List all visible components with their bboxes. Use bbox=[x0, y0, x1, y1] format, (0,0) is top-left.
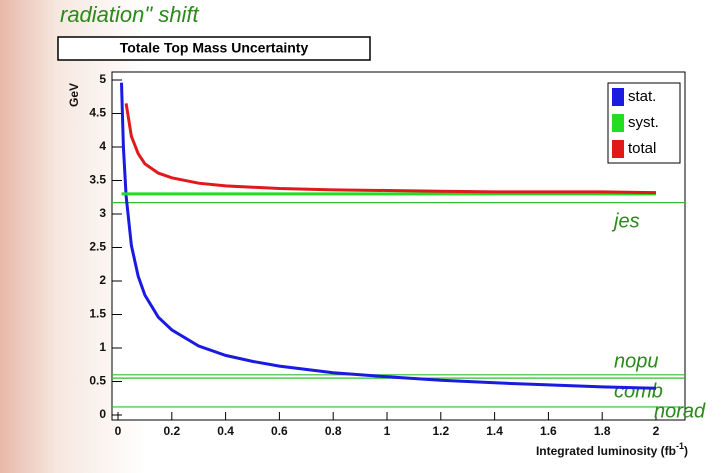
y-tick-label: 3.5 bbox=[89, 173, 106, 187]
legend-swatch bbox=[612, 88, 624, 106]
y-tick-label: 2 bbox=[99, 273, 106, 287]
slide-header: radiation" shift bbox=[60, 2, 200, 27]
x-tick-label: 2 bbox=[653, 424, 660, 438]
y-tick-label: 1 bbox=[99, 340, 106, 354]
x-tick-label: 0.6 bbox=[271, 424, 288, 438]
x-axis-label-main: Integrated luminosity (fb bbox=[536, 444, 676, 458]
x-tick-label: 1.2 bbox=[432, 424, 449, 438]
y-tick-label: 4 bbox=[99, 139, 106, 153]
y-tick-label: 0.5 bbox=[89, 374, 106, 388]
chart-title: Totale Top Mass Uncertainty bbox=[120, 40, 309, 56]
legend-label: syst. bbox=[628, 114, 659, 131]
x-axis-label: Integrated luminosity (fb-1) bbox=[536, 441, 688, 458]
legend-swatch bbox=[612, 114, 624, 132]
y-axis-label: GeV bbox=[67, 83, 81, 107]
x-axis-label-end: ) bbox=[684, 444, 688, 458]
plot-frame bbox=[111, 71, 686, 421]
x-tick-label: 0.2 bbox=[163, 424, 180, 438]
x-tick-label: 0.8 bbox=[325, 424, 342, 438]
legend-swatch bbox=[612, 140, 624, 158]
reference-label: norad bbox=[654, 400, 706, 422]
x-tick-label: 1 bbox=[384, 424, 391, 438]
reference-label: comb bbox=[614, 380, 663, 402]
y-tick-label: 4.5 bbox=[89, 106, 106, 120]
x-tick-label: 0.4 bbox=[217, 424, 234, 438]
y-tick-label: 3 bbox=[99, 206, 106, 220]
x-tick-label: 1.4 bbox=[486, 424, 503, 438]
y-tick-label: 5 bbox=[99, 72, 106, 86]
y-tick-label: 1.5 bbox=[89, 307, 106, 321]
x-tick-label: 1.8 bbox=[594, 424, 611, 438]
reference-label: nopu bbox=[614, 350, 659, 372]
legend-label: stat. bbox=[628, 88, 656, 105]
series-line bbox=[120, 82, 657, 390]
series-line bbox=[124, 103, 657, 195]
x-tick-label: 0 bbox=[115, 424, 122, 438]
x-axis-label-exp: -1 bbox=[676, 441, 684, 451]
reference-label: jes bbox=[611, 210, 640, 232]
legend-label: total bbox=[628, 140, 656, 157]
title-box bbox=[57, 36, 371, 61]
x-tick-label: 1.6 bbox=[540, 424, 557, 438]
y-tick-label: 2.5 bbox=[89, 240, 106, 254]
y-tick-label: 0 bbox=[99, 407, 106, 421]
